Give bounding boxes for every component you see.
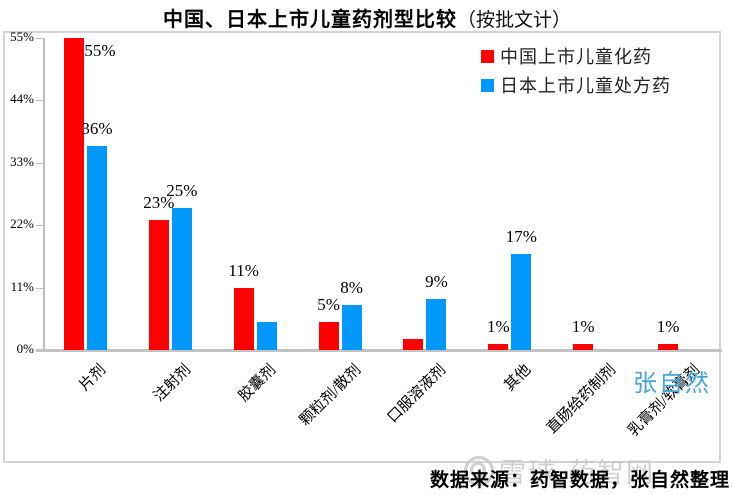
bar-japan-5	[511, 253, 532, 350]
y-axis-tick-label: 55%	[10, 29, 34, 44]
y-axis-tick-label: 33%	[10, 153, 34, 169]
bar-japan-3	[341, 304, 362, 350]
bar-china-0	[63, 38, 84, 350]
legend-swatch-red-icon	[481, 49, 494, 63]
legend-label: 日本上市儿童处方药	[500, 76, 671, 96]
bar-label: 8%	[340, 277, 363, 297]
bar-label: 1%	[656, 317, 680, 337]
bar-label: 55%	[84, 41, 116, 60]
bar-japan-2	[256, 321, 277, 350]
y-axis-tick	[36, 38, 43, 39]
watermark-logo-icon	[464, 455, 494, 486]
chart-title-suffix: （按批文计）	[456, 10, 571, 31]
chart-title-main: 中国、日本上市儿童药剂型比较	[162, 9, 457, 31]
y-axis-tick-label: 0%	[16, 341, 34, 356]
bar-label: 1%	[486, 317, 510, 337]
bar-label: 25%	[166, 181, 198, 201]
bar-label: 5%	[317, 294, 340, 314]
bar-label: 23%	[143, 192, 175, 212]
bar-china-2	[233, 287, 254, 350]
y-axis-tick	[36, 100, 43, 102]
legend-swatch-blue-icon	[481, 78, 494, 92]
bar-label: 11%	[228, 260, 259, 280]
y-axis-tick-label: 22%	[10, 216, 34, 232]
data-source-line: 数据来源：药智数据，张自然整理	[429, 470, 730, 491]
bar-label: 36%	[81, 118, 113, 138]
y-axis-tick-label: 11%	[10, 278, 34, 294]
bar-label: 17%	[505, 226, 537, 246]
y-axis-tick	[36, 287, 43, 289]
y-axis-tick	[36, 162, 43, 164]
chart-title: 中国、日本上市儿童药剂型比较（按批文计）	[0, 3, 734, 32]
bar-china-1	[148, 219, 169, 350]
legend-item-china: 中国上市儿童化药	[481, 46, 671, 67]
y-axis-tick-label: 44%	[10, 91, 34, 107]
plot-area-frame	[3, 31, 721, 463]
bar-china-5	[488, 344, 509, 350]
bar-japan-4	[426, 298, 447, 350]
bar-label: 1%	[571, 317, 595, 337]
bar-japan-0	[86, 145, 107, 350]
bar-china-3	[318, 321, 339, 350]
legend-label: 中国上市儿童化药	[500, 47, 652, 67]
legend-item-japan: 日本上市儿童处方药	[481, 75, 671, 96]
author-watermark: 张自然	[633, 371, 711, 397]
bar-china-6	[573, 344, 594, 350]
site-watermark: 雪球·药智网	[464, 451, 655, 490]
bar-china-7	[658, 344, 679, 350]
x-axis-line	[36, 349, 722, 352]
y-axis-tick	[36, 225, 43, 227]
bar-label: 9%	[425, 271, 448, 291]
legend: 中国上市儿童化药 日本上市儿童处方药	[481, 46, 671, 104]
y-axis-line	[43, 38, 45, 350]
bar-china-4	[403, 338, 424, 350]
bar-japan-1	[171, 208, 192, 350]
site-watermark-text: 雪球·药智网	[499, 458, 655, 488]
